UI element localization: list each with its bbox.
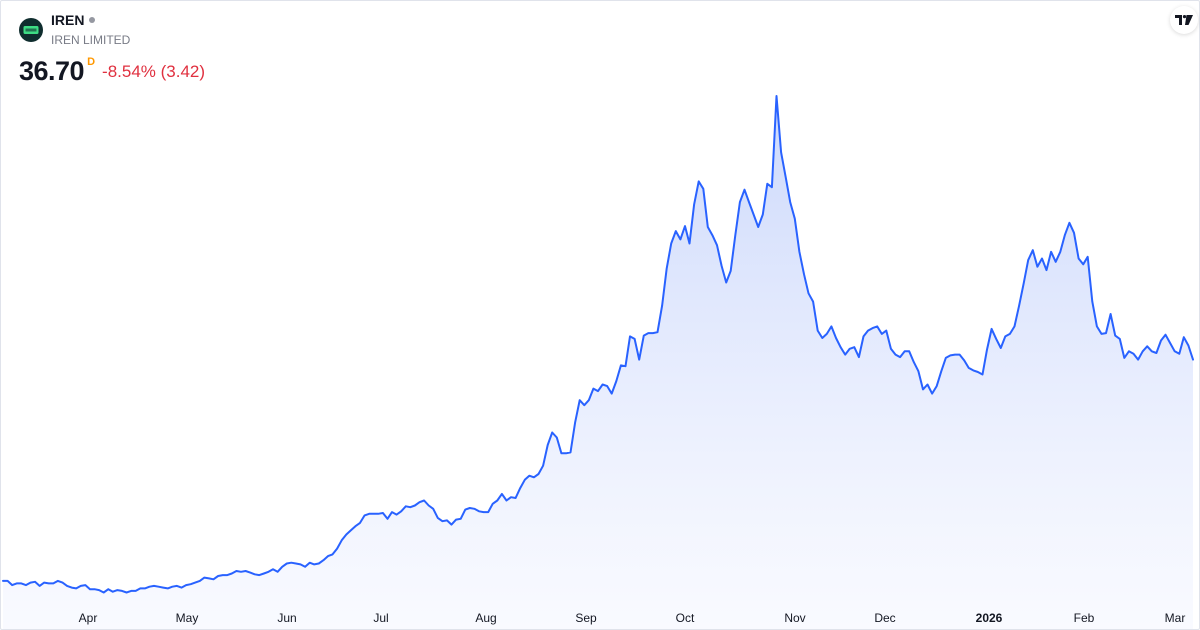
x-tick-label: Apr	[79, 611, 98, 625]
x-tick-label: Mar	[1165, 611, 1186, 625]
x-tick-label: Aug	[475, 611, 496, 625]
x-tick-label: Oct	[676, 611, 695, 625]
tv-mark-icon	[1175, 15, 1193, 25]
price-area	[3, 96, 1193, 629]
company-name: IREN LIMITED	[51, 33, 131, 47]
x-tick-label: Dec	[874, 611, 895, 625]
price-change: -8.54% (3.42)	[102, 62, 206, 81]
x-tick-label: 2026	[976, 611, 1003, 625]
logo-mark-icon	[23, 26, 39, 34]
company-logo-icon[interactable]	[19, 18, 43, 42]
x-tick-label: Sep	[575, 611, 597, 625]
price-line	[2, 95, 1194, 594]
x-axis: Apr May Jun Jul Aug Sep Oct Nov Dec 2026 Feb Mar	[79, 611, 1186, 625]
interval-badge: D	[87, 56, 96, 68]
tradingview-logo-icon[interactable]	[1170, 6, 1198, 34]
x-tick-label: May	[176, 611, 199, 625]
ticker-symbol[interactable]: IREN	[51, 12, 85, 28]
last-price: 36.70	[19, 56, 85, 86]
market-status-dot	[89, 17, 96, 23]
ticker-row: IREN	[51, 12, 96, 28]
price-row: 36.70 D -8.54% (3.42)	[19, 56, 205, 87]
x-tick-label: Feb	[1074, 611, 1095, 625]
x-tick-label: Jun	[277, 611, 296, 625]
x-tick-label: Nov	[784, 611, 805, 625]
x-tick-label: Jul	[373, 611, 388, 625]
